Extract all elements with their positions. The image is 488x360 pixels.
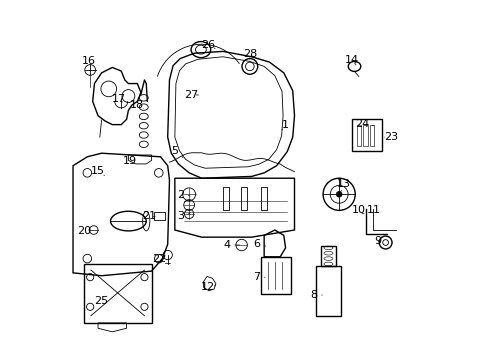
Text: 20: 20 [77, 226, 91, 236]
Bar [241, 187, 247, 210]
Bar [315, 266, 340, 316]
Text: 25: 25 [94, 296, 108, 306]
Text: 17: 17 [111, 94, 125, 104]
Text: 26: 26 [201, 40, 215, 50]
Text: 10: 10 [351, 205, 365, 215]
Text: 18: 18 [130, 100, 144, 110]
Bar [356, 125, 361, 146]
Text: 24: 24 [354, 118, 369, 129]
Text: 15: 15 [91, 166, 105, 176]
Bar [369, 125, 373, 146]
Text: 9: 9 [373, 236, 380, 246]
Text: 22: 22 [152, 254, 166, 264]
Text: 16: 16 [82, 57, 96, 66]
Text: 8: 8 [310, 290, 317, 300]
Text: 11: 11 [366, 205, 380, 215]
Bar [154, 212, 165, 220]
Bar [321, 246, 335, 266]
Text: 13: 13 [336, 179, 350, 189]
Bar [223, 187, 229, 210]
Text: 1: 1 [282, 120, 288, 130]
Text: 6: 6 [253, 239, 260, 249]
Text: 3: 3 [176, 211, 183, 221]
Text: 5: 5 [171, 147, 178, 157]
Text: 7: 7 [253, 272, 260, 282]
Bar [260, 187, 266, 210]
Text: 21: 21 [142, 211, 156, 221]
Bar [363, 125, 367, 146]
Bar [351, 119, 381, 152]
Text: 4: 4 [223, 240, 230, 250]
Text: 14: 14 [344, 55, 358, 65]
Text: 27: 27 [184, 90, 198, 100]
Bar [260, 257, 290, 294]
Text: 28: 28 [242, 49, 257, 59]
Text: 12: 12 [201, 282, 215, 292]
Text: 23: 23 [383, 132, 397, 142]
Circle shape [336, 192, 341, 197]
Text: 2: 2 [176, 190, 183, 200]
Text: 19: 19 [123, 157, 137, 166]
